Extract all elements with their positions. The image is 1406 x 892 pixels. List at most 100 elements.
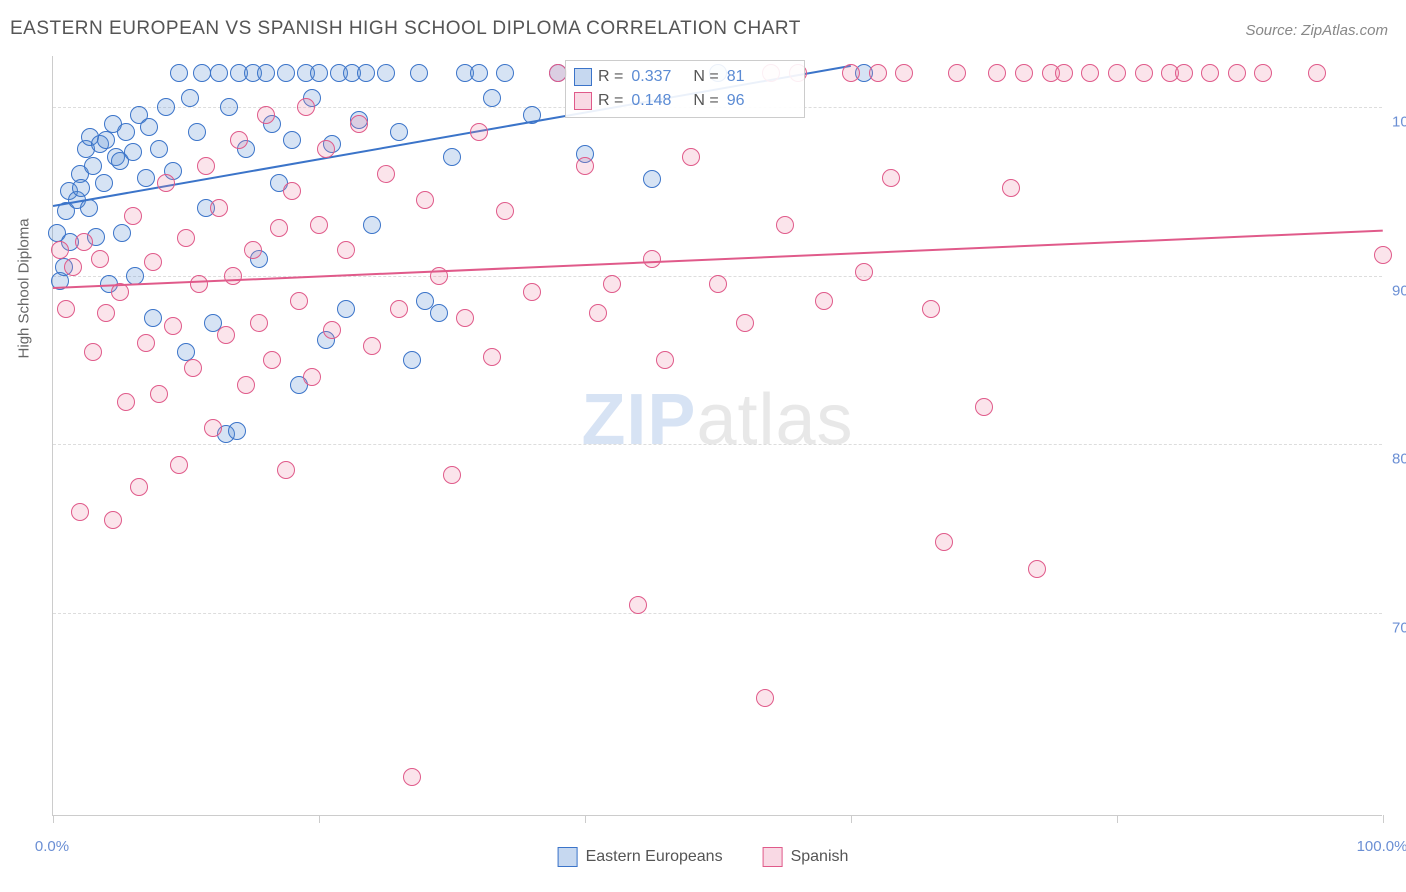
data-point [204,419,222,437]
data-point [390,123,408,141]
data-point [310,216,328,234]
data-point [443,148,461,166]
data-point [1055,64,1073,82]
data-point [217,326,235,344]
data-point [1374,246,1392,264]
data-point [184,359,202,377]
data-point [1254,64,1272,82]
legend-n-value: 96 [727,92,745,110]
data-point [1015,64,1033,82]
data-point [84,157,102,175]
data-point [181,89,199,107]
data-point [1028,560,1046,578]
data-point [124,207,142,225]
ytick-label: 90.0% [1392,282,1406,299]
data-point [629,596,647,614]
data-point [363,216,381,234]
data-point [643,170,661,188]
legend-series-label: Eastern Europeans [586,848,723,866]
data-point [357,64,375,82]
data-point [104,511,122,529]
data-point [410,64,428,82]
data-point [117,123,135,141]
watermark: ZIPatlas [581,379,853,461]
data-point [228,422,246,440]
data-point [51,241,69,259]
ytick-label: 70.0% [1392,620,1406,637]
data-point [1228,64,1246,82]
data-point [303,368,321,386]
data-point [157,98,175,116]
data-point [496,202,514,220]
data-point [310,64,328,82]
legend-item: Spanish [763,847,849,867]
legend-item: Eastern Europeans [558,847,723,867]
data-point [144,253,162,271]
data-point [403,351,421,369]
legend-row: R =0.337N =81 [574,65,796,89]
data-point [988,64,1006,82]
watermark-atlas: atlas [696,380,853,460]
data-point [137,169,155,187]
data-point [137,334,155,352]
data-point [483,89,501,107]
data-point [230,131,248,149]
data-point [113,224,131,242]
data-point [470,64,488,82]
xtick [53,815,54,823]
y-axis-label: High School Diploma [16,218,33,358]
legend-r-value: 0.148 [631,92,671,110]
data-point [283,182,301,200]
data-point [257,64,275,82]
data-point [1175,64,1193,82]
data-point [589,304,607,322]
ytick-label: 80.0% [1392,451,1406,468]
data-point [220,98,238,116]
data-point [210,199,228,217]
legend-r-label: R = [598,92,623,110]
data-point [523,283,541,301]
data-point [75,233,93,251]
correlation-legend: R =0.337N =81 R = 0.148 N = 96 [565,60,805,118]
xtick-label: 0.0% [35,838,69,855]
data-point [855,263,873,281]
data-point [815,292,833,310]
data-point [882,169,900,187]
data-point [190,275,208,293]
data-point [57,300,75,318]
chart-container: EASTERN EUROPEAN VS SPANISH HIGH SCHOOL … [0,0,1406,892]
data-point [95,174,113,192]
data-point [224,267,242,285]
data-point [709,275,727,293]
data-point [682,148,700,166]
data-point [456,309,474,327]
legend-swatch [763,847,783,867]
source-attribution: Source: ZipAtlas.com [1245,22,1388,39]
xtick [1117,815,1118,823]
data-point [263,351,281,369]
data-point [144,309,162,327]
legend-n-label: N = [693,92,718,110]
data-point [895,64,913,82]
xtick-label: 100.0% [1357,838,1406,855]
data-point [270,219,288,237]
data-point [416,191,434,209]
data-point [869,64,887,82]
data-point [377,64,395,82]
data-point [193,64,211,82]
grid-line [53,444,1382,445]
series-legend: Eastern Europeans Spanish [558,847,849,867]
data-point [97,131,115,149]
data-point [975,398,993,416]
data-point [948,64,966,82]
data-point [170,456,188,474]
data-point [124,143,142,161]
data-point [91,250,109,268]
data-point [157,174,175,192]
data-point [443,466,461,484]
data-point [250,314,268,332]
data-point [197,157,215,175]
xtick [1383,815,1384,823]
data-point [390,300,408,318]
data-point [150,140,168,158]
